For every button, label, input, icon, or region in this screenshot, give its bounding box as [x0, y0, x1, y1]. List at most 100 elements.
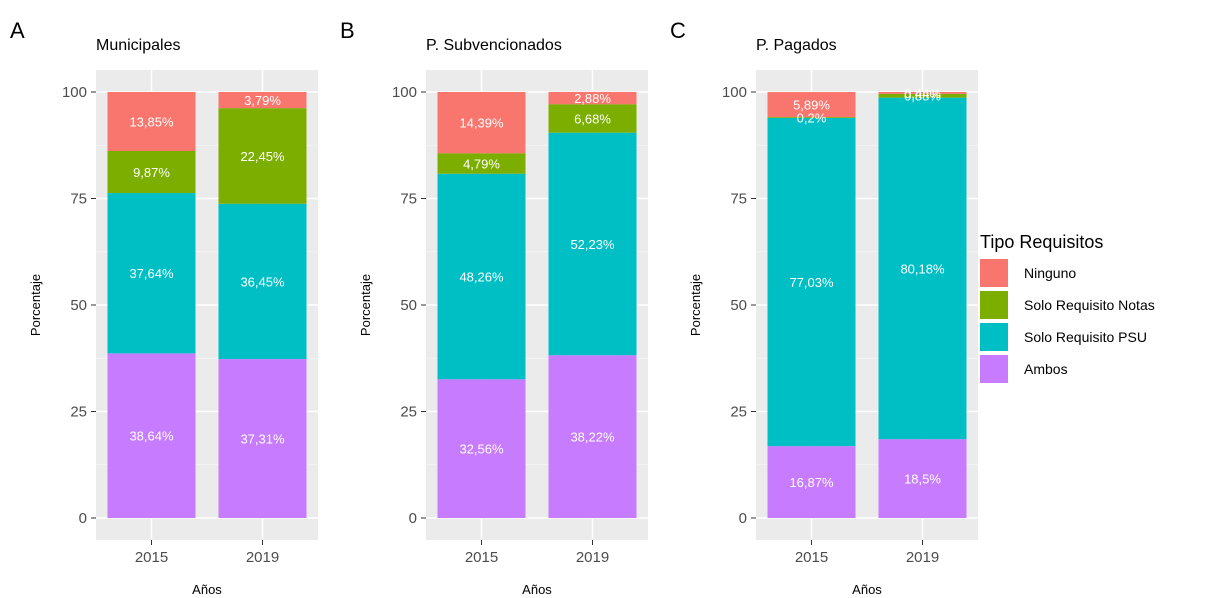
bar-segment — [767, 117, 856, 447]
legend-swatch — [980, 355, 1008, 383]
y-tick-label: 25 — [400, 404, 417, 421]
x-tick-label: 2019 — [576, 549, 609, 566]
bar-data-label: 16,87% — [789, 475, 834, 490]
bar-data-label: 22,45% — [240, 149, 285, 164]
panel-title: P. Pagados — [756, 37, 837, 54]
bar-segment — [107, 151, 196, 194]
bar-data-label: 52,23% — [570, 237, 615, 252]
bar-data-label: 0,2% — [797, 111, 827, 126]
bar-data-label: 4,79% — [463, 157, 500, 172]
bar-data-label: 13,85% — [129, 115, 174, 130]
bar-data-label: 38,64% — [129, 429, 174, 444]
legend-swatch — [980, 259, 1008, 287]
y-tick-label: 75 — [70, 191, 87, 208]
bar-segment — [218, 92, 307, 109]
y-axis-title: Porcentaje — [688, 274, 703, 336]
y-tick-label: 50 — [70, 297, 87, 314]
bar-data-label: 9,87% — [133, 165, 170, 180]
legend: Tipo Requisitos Ninguno Solo Requisito No… — [980, 232, 1155, 383]
x-axis-title: Años — [852, 582, 882, 597]
legend-item-psu: Solo Requisito PSU — [980, 323, 1147, 351]
bar-data-label: 37,64% — [129, 266, 174, 281]
panel-title: Municipales — [96, 37, 180, 54]
x-axis-title: Años — [522, 582, 552, 597]
y-axis-title: Porcentaje — [358, 274, 373, 336]
legend-items: Ninguno Solo Requisito Notas Solo Requisit… — [980, 259, 1155, 383]
bar-segment — [878, 439, 967, 518]
bar-segment — [767, 446, 856, 518]
bar-data-label: 77,03% — [789, 275, 834, 290]
bar-data-label: 3,79% — [244, 93, 281, 108]
legend-label: Solo Requisito PSU — [1024, 329, 1147, 345]
bar-data-label: 37,31% — [240, 432, 285, 447]
y-tick-label: 75 — [400, 191, 417, 208]
bar-segment — [218, 203, 307, 360]
bar-segment — [548, 91, 637, 105]
panel-letter: B — [340, 18, 355, 43]
legend-label: Ambos — [1024, 361, 1068, 377]
legend-item-ambos: Ambos — [980, 355, 1068, 383]
bar-segment — [107, 92, 196, 152]
bar-segment — [437, 92, 526, 154]
y-tick-label: 0 — [739, 510, 747, 527]
legend-label: Ninguno — [1024, 265, 1076, 281]
x-tick-label: 2015 — [795, 549, 828, 566]
legend-item-ninguno: Ninguno — [980, 259, 1076, 287]
y-tick-label: 100 — [62, 84, 87, 101]
y-tick-label: 100 — [392, 84, 417, 101]
panel-title: P. Subvencionados — [426, 37, 562, 54]
bar-data-label: 18,5% — [904, 472, 941, 487]
bar-segment — [437, 173, 526, 380]
panel-letter: A — [10, 18, 25, 43]
bar-data-label: 14,39% — [459, 116, 504, 131]
y-axis-title: Porcentaje — [28, 274, 43, 336]
bar-segment — [218, 108, 307, 204]
bar-segment — [218, 359, 307, 518]
bar-data-label: 5,89% — [793, 98, 830, 113]
x-tick-label: 2015 — [465, 549, 498, 566]
bar-segment — [548, 104, 637, 133]
bar-data-label: 0,44% — [904, 86, 941, 101]
legend-swatch — [980, 323, 1008, 351]
x-tick-label: 2015 — [135, 549, 168, 566]
bar-segment — [107, 193, 196, 354]
bar-segment — [107, 353, 196, 518]
y-tick-label: 100 — [722, 84, 747, 101]
y-tick-label: 75 — [730, 191, 747, 208]
chart-panels: 0 25 50 75 100 38,64% 37,64% 9,87% 13,85% 2015 37,… — [10, 18, 978, 597]
bar-segment — [767, 117, 856, 118]
panel-letter: C — [670, 18, 686, 43]
bar-segment — [878, 92, 967, 94]
bar-data-label: 32,56% — [459, 442, 504, 457]
y-tick-label: 0 — [79, 510, 87, 527]
bar-data-label: 2,88% — [574, 91, 611, 106]
bar-data-label: 0,88% — [904, 89, 941, 104]
legend-item-notas: Solo Requisito Notas — [980, 291, 1155, 319]
x-tick-label: 2019 — [246, 549, 279, 566]
y-tick-label: 25 — [70, 404, 87, 421]
chart-panel-c: 0 25 50 75 100 16,87% 77,03% 0,2%5,89% 2015 18,5%… — [670, 18, 978, 597]
legend-label: Solo Requisito Notas — [1024, 297, 1155, 313]
bar-segment — [878, 93, 967, 98]
bar-segment — [767, 92, 856, 118]
y-tick-label: 50 — [730, 297, 747, 314]
bar-segment — [437, 153, 526, 174]
x-axis-title: Años — [192, 582, 222, 597]
bar-data-label: 36,45% — [240, 274, 285, 289]
bar-data-label: 38,22% — [570, 430, 615, 445]
bar-data-label: 80,18% — [900, 261, 945, 276]
bar-data-label: 48,26% — [459, 270, 504, 285]
bar-data-label: 6,68% — [574, 111, 611, 126]
y-tick-label: 25 — [730, 404, 747, 421]
legend-title: Tipo Requisitos — [980, 232, 1103, 252]
chart-panel-a: 0 25 50 75 100 38,64% 37,64% 9,87% 13,85% 2015 37,… — [10, 18, 318, 597]
bar-segment — [878, 97, 967, 440]
bar-segment — [437, 379, 526, 518]
y-tick-label: 50 — [400, 297, 417, 314]
bar-segment — [548, 355, 637, 518]
y-tick-label: 0 — [409, 510, 417, 527]
legend-swatch — [980, 291, 1008, 319]
x-tick-label: 2019 — [906, 549, 939, 566]
bar-segment — [548, 132, 637, 356]
